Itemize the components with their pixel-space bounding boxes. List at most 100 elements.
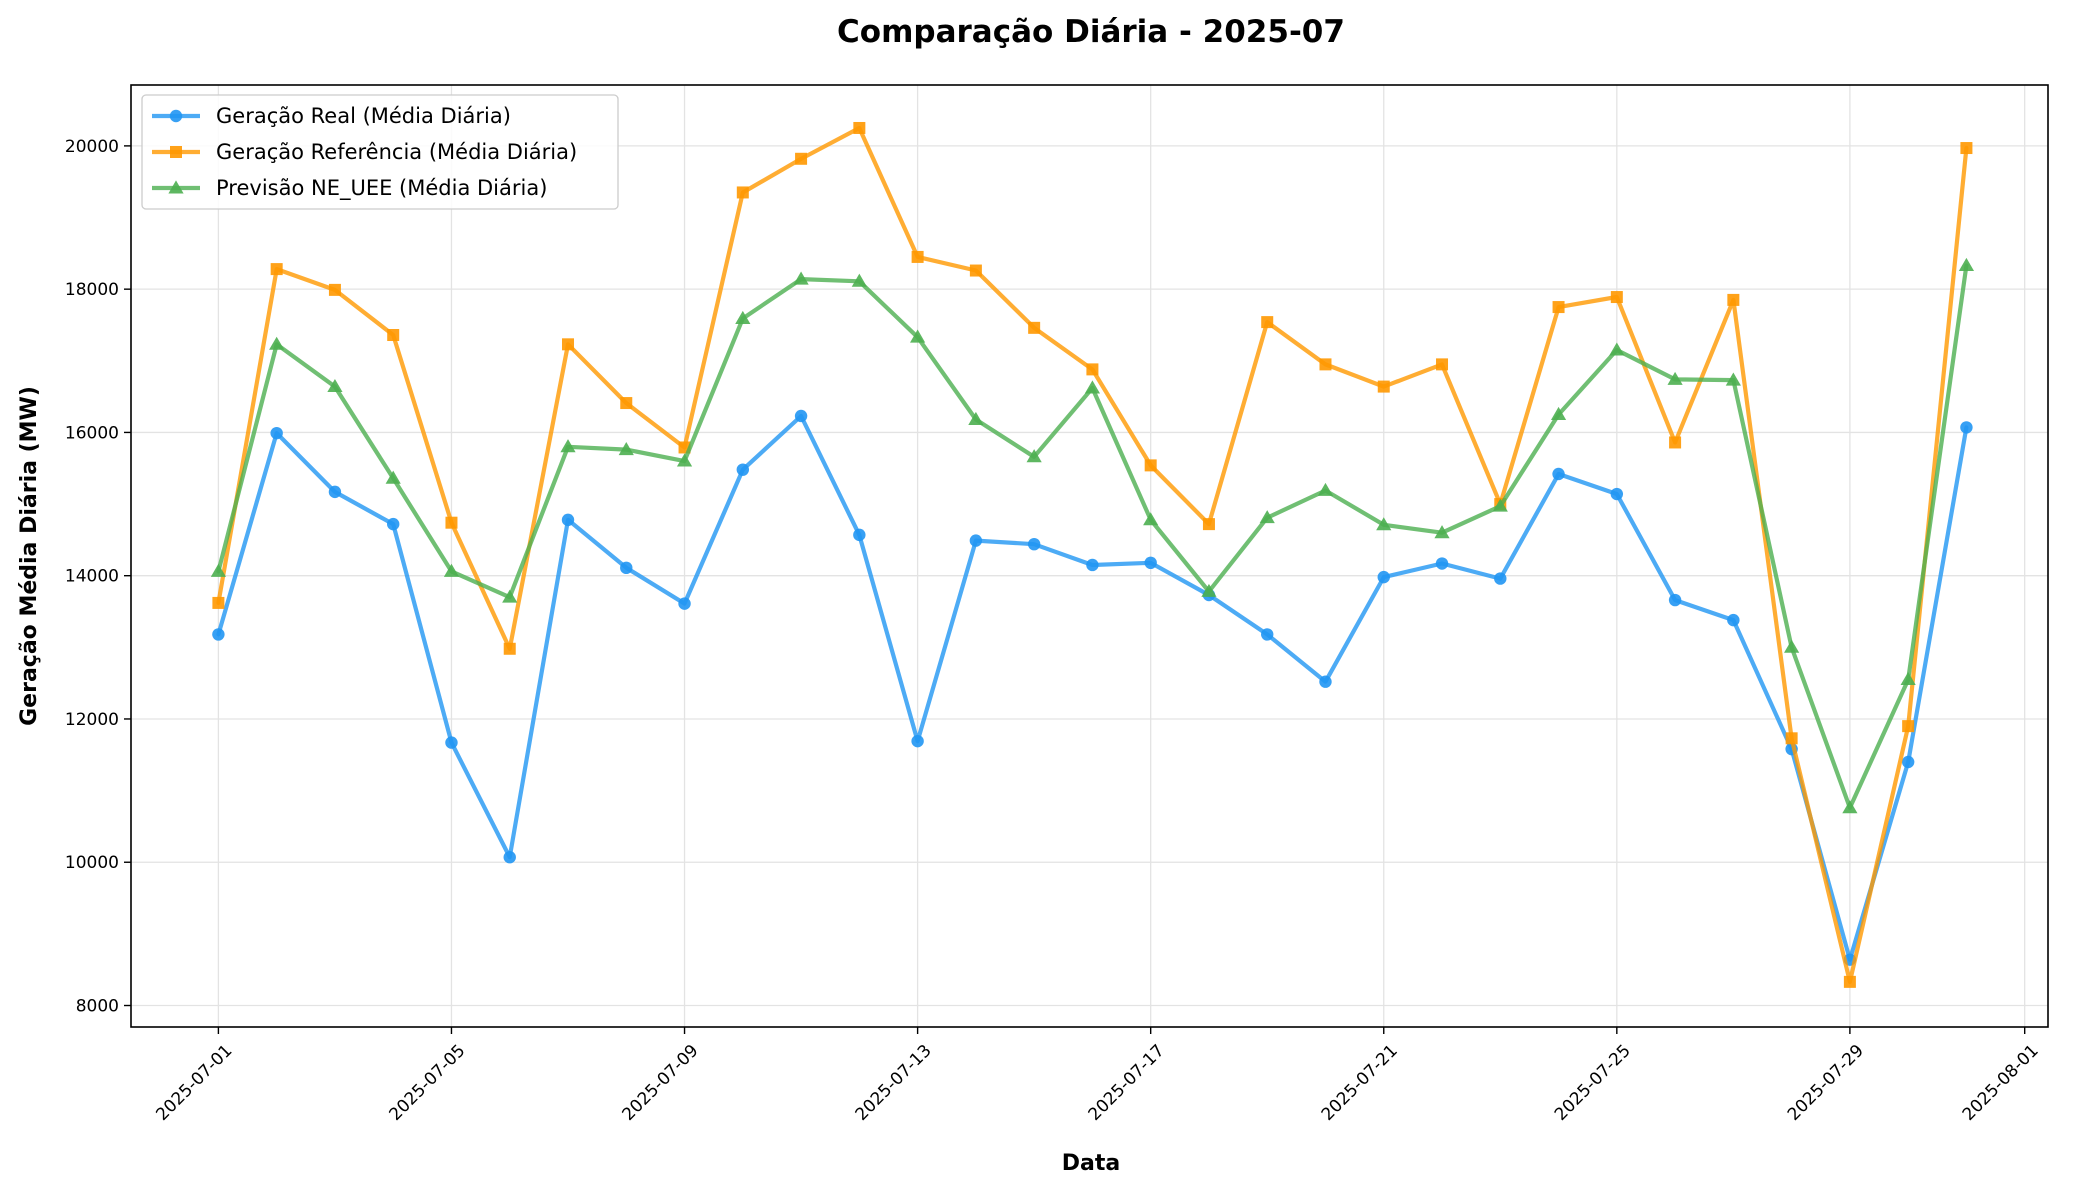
legend-label: Previsão NE_UEE (Média Diária) bbox=[216, 176, 547, 201]
data-point bbox=[1550, 406, 1567, 420]
data-point bbox=[1202, 518, 1215, 531]
plot-frame bbox=[130, 84, 2049, 1028]
data-point bbox=[212, 628, 225, 641]
data-point bbox=[212, 596, 225, 609]
grid bbox=[131, 85, 2048, 1027]
data-point bbox=[1609, 342, 1625, 356]
data-point bbox=[1725, 372, 1741, 386]
data-point bbox=[269, 336, 285, 350]
data-point bbox=[1435, 557, 1449, 570]
data-point bbox=[1610, 487, 1624, 501]
legend-swatch-marker bbox=[170, 146, 182, 158]
data-point bbox=[620, 561, 633, 575]
data-point bbox=[911, 250, 924, 263]
data-point bbox=[562, 338, 575, 351]
legend-box bbox=[141, 94, 619, 210]
data-point bbox=[328, 283, 341, 296]
data-point bbox=[853, 121, 866, 134]
data-point bbox=[794, 409, 808, 423]
data-point bbox=[1900, 671, 1916, 686]
legend-swatch-marker bbox=[169, 109, 183, 123]
data-point bbox=[443, 563, 460, 577]
data-point bbox=[968, 411, 984, 426]
data-point bbox=[385, 470, 401, 484]
data-point bbox=[1436, 358, 1449, 371]
data-point bbox=[1901, 755, 1915, 769]
series-2 bbox=[212, 121, 1973, 988]
data-point bbox=[736, 186, 749, 199]
data-point bbox=[969, 264, 982, 277]
data-point bbox=[1784, 639, 1800, 653]
data-point bbox=[1319, 358, 1332, 371]
y-tick-label: 20000 bbox=[65, 137, 119, 157]
y-axis-ticks: 8000 10000 12000 14000 16000 18000 20000 bbox=[65, 137, 131, 1017]
legend-label: Geração Referência (Média Diária) bbox=[216, 140, 577, 164]
data-point bbox=[1086, 363, 1099, 376]
data-point bbox=[1960, 421, 1973, 434]
data-point bbox=[1377, 570, 1390, 584]
legend: Geração Real (Média Diária) Geração Refer… bbox=[141, 94, 619, 210]
data-point bbox=[1902, 720, 1915, 733]
data-point bbox=[1143, 512, 1159, 526]
data-point bbox=[561, 513, 575, 527]
data-point bbox=[1317, 482, 1334, 496]
data-point bbox=[1669, 436, 1682, 449]
chart-title: Comparação Diária - 2025-07 bbox=[837, 14, 1345, 50]
data-point bbox=[1668, 593, 1682, 607]
data-point bbox=[1377, 380, 1390, 393]
data-point bbox=[445, 736, 458, 749]
data-point bbox=[1667, 371, 1683, 385]
y-tick-label: 18000 bbox=[65, 280, 119, 300]
y-tick-label: 8000 bbox=[76, 997, 119, 1017]
data-point bbox=[676, 453, 693, 467]
data-point bbox=[1261, 628, 1274, 641]
data-point bbox=[1028, 321, 1041, 334]
data-point bbox=[1960, 142, 1973, 155]
series-lines bbox=[210, 121, 1975, 988]
data-point bbox=[503, 642, 516, 655]
data-point bbox=[1376, 517, 1392, 531]
data-point bbox=[1552, 467, 1565, 481]
data-point bbox=[1144, 556, 1157, 570]
y-tick-label: 10000 bbox=[65, 853, 119, 873]
data-point bbox=[853, 528, 866, 542]
legend-label: Geração Real (Média Diária) bbox=[216, 104, 511, 128]
data-point bbox=[1027, 537, 1041, 551]
legend-swatch-marker bbox=[168, 180, 184, 194]
data-point bbox=[503, 851, 516, 864]
series-3 bbox=[210, 257, 1975, 814]
data-point bbox=[618, 442, 634, 456]
data-point bbox=[270, 263, 283, 276]
data-point bbox=[1492, 498, 1508, 512]
data-point bbox=[793, 271, 809, 285]
data-point bbox=[327, 378, 343, 393]
data-point bbox=[1084, 380, 1101, 394]
data-point bbox=[1259, 510, 1275, 524]
data-point bbox=[1026, 449, 1042, 463]
data-point bbox=[735, 310, 751, 325]
data-point bbox=[1434, 525, 1450, 539]
y-axis-title: Geração Média Diária (MW) bbox=[17, 386, 42, 726]
data-point bbox=[736, 463, 750, 476]
data-point bbox=[1842, 800, 1858, 814]
data-point bbox=[1144, 459, 1157, 472]
data-point bbox=[1843, 975, 1856, 988]
data-point bbox=[1261, 316, 1274, 329]
y-tick-label: 12000 bbox=[65, 710, 119, 730]
data-point bbox=[851, 273, 867, 287]
data-point bbox=[1727, 293, 1740, 306]
data-point bbox=[502, 589, 518, 603]
series-1 bbox=[212, 409, 1973, 966]
data-point bbox=[1785, 732, 1798, 745]
y-tick-label: 14000 bbox=[65, 567, 119, 587]
data-point bbox=[911, 734, 924, 748]
data-point bbox=[328, 485, 342, 499]
data-point bbox=[1319, 675, 1332, 688]
data-point bbox=[969, 534, 983, 547]
y-tick-label: 16000 bbox=[65, 423, 119, 443]
data-point bbox=[387, 329, 400, 342]
data-point bbox=[620, 397, 633, 410]
data-point bbox=[678, 597, 691, 610]
data-point bbox=[795, 152, 808, 165]
data-point bbox=[1201, 583, 1217, 597]
